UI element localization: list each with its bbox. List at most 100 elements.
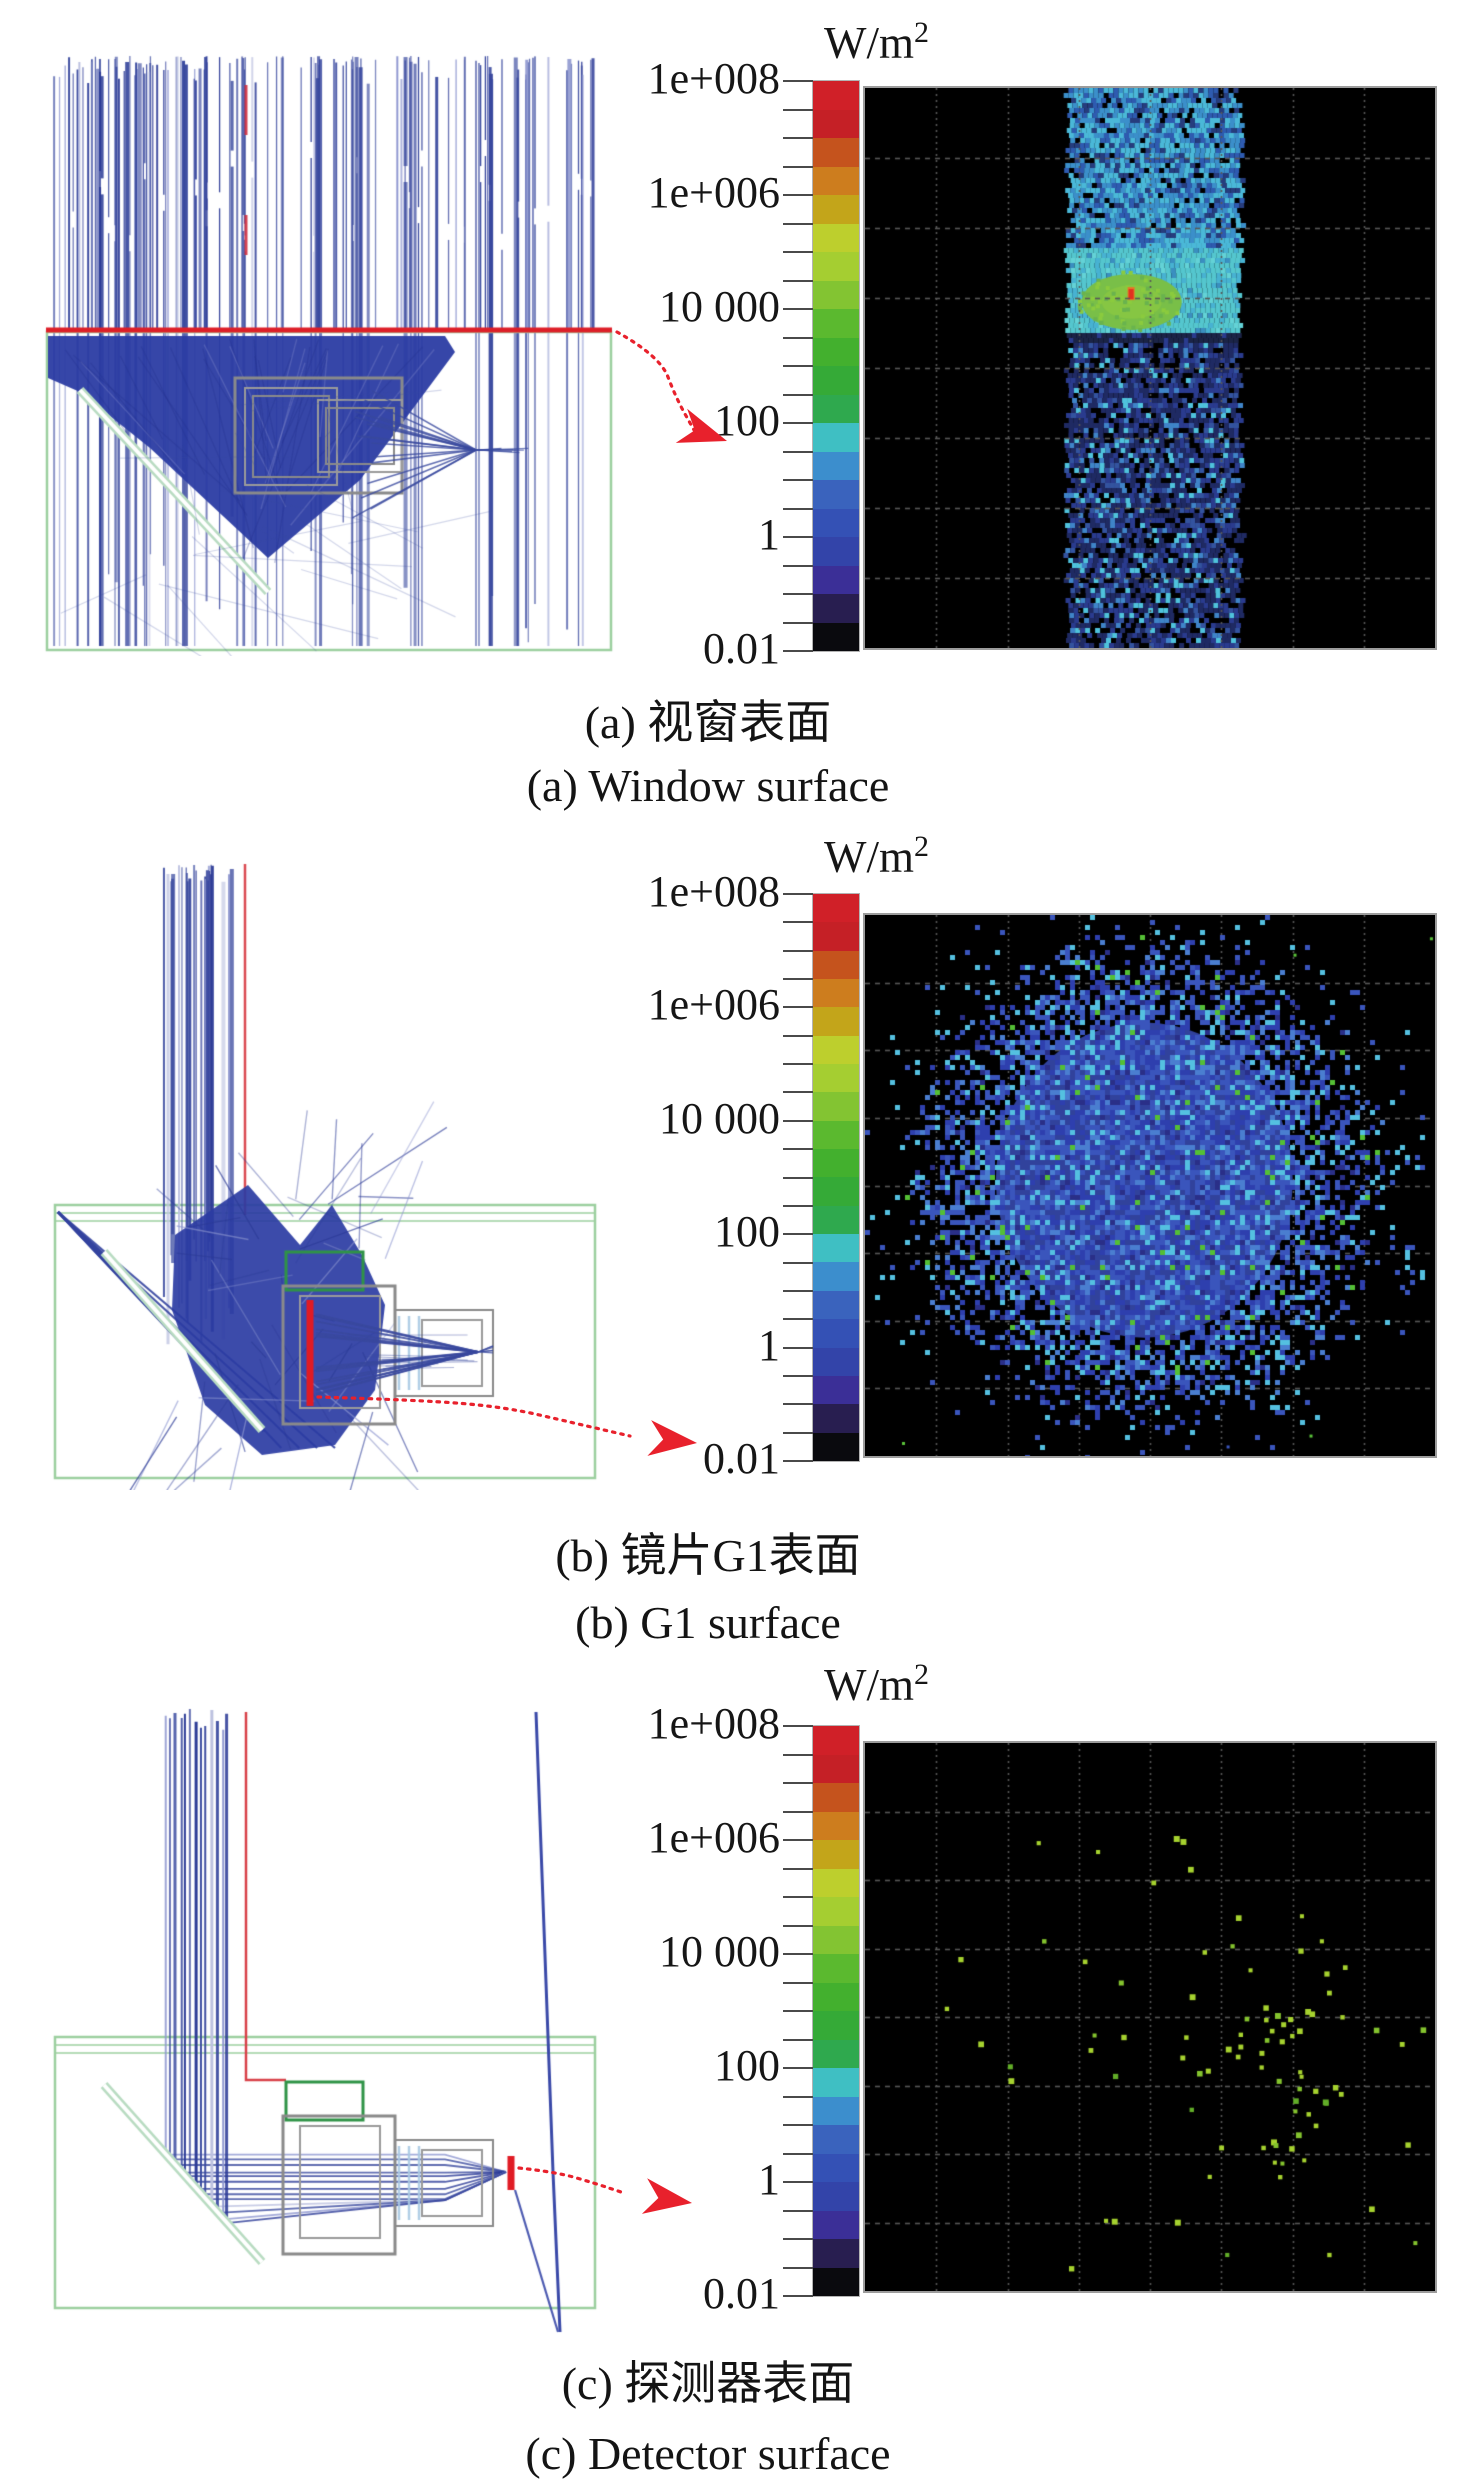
ray-trace-diagram-c: [40, 1702, 614, 2342]
colorbar-tick-label: 1: [758, 2155, 780, 2205]
colorbar-tick: [783, 2067, 813, 2069]
colorbar-tick: [783, 1810, 813, 1813]
colorbar-segment: [813, 1007, 859, 1036]
colorbar-segment: [813, 1120, 859, 1150]
colorbar-segment: [813, 537, 859, 566]
colorbar-tick: [783, 1981, 813, 1984]
colorbar-tick: [783, 165, 813, 168]
colorbar-segment: [813, 508, 859, 537]
colorbar-segment: [813, 1754, 859, 1783]
colorbar-tick: [783, 479, 813, 481]
colorbar-tick-label: 1e+008: [647, 867, 780, 917]
colorbar-tick-label: 1e+006: [647, 980, 780, 1030]
colorbar-tick: [783, 1261, 813, 1264]
colorbar-tick-label: 0.01: [703, 2269, 780, 2319]
colorbar-tick-label: 10 000: [659, 1927, 780, 1977]
colorbar-tick-label: 100: [714, 2041, 780, 2091]
colorbar-segment: [813, 1954, 859, 1983]
colorbar-a: [783, 80, 860, 652]
colorbar-segment: [813, 594, 859, 623]
caption-en-b: (b) G1 surface: [575, 1597, 841, 1648]
colorbar-tick: [783, 949, 813, 952]
colorbar-segment: [813, 195, 859, 224]
colorbar-segment: [813, 565, 859, 594]
colorbar-segment: [813, 1375, 859, 1405]
colorbar-tick: [783, 1346, 813, 1349]
colorbar-segment: [813, 1783, 859, 1812]
colorbar-segment: [813, 1726, 859, 1755]
colorbar-tick-label: 10 000: [659, 1093, 780, 1143]
colorbar-segment: [813, 1319, 859, 1348]
colorbar-tick-label: 100: [714, 1207, 780, 1257]
colorbar-segment: [813, 280, 859, 309]
colorbar-segment: [813, 2096, 859, 2125]
colorbar-segment: [813, 2125, 859, 2154]
colorbar-tick: [783, 137, 813, 139]
colorbar-segment: [813, 1925, 859, 1954]
arrow-dotted-path: [615, 330, 696, 432]
colorbar-tick: [783, 1782, 813, 1784]
colorbar-segment: [813, 451, 859, 480]
irradiance-map-detector: [863, 1741, 1437, 2293]
arrow-dotted-path: [316, 1395, 632, 1438]
colorbar-tick: [783, 1725, 813, 1727]
colorbar-tick-label: 0.01: [703, 624, 780, 674]
colorbar-tick: [783, 2152, 813, 2155]
colorbar-tick: [783, 978, 813, 981]
colorbar-tick: [783, 1119, 813, 1122]
colorbar-segment: [813, 252, 859, 281]
colorbar-tick: [783, 2038, 813, 2041]
colorbar-tick: [783, 1289, 813, 1292]
colorbar-tick: [783, 1953, 813, 1955]
colorbar-segment: [813, 1262, 859, 1291]
colorbar-tick: [783, 564, 813, 567]
colorbar-tick-label: 1: [758, 1320, 780, 1370]
colorbar-tick: [783, 450, 813, 453]
colorbar-tick: [783, 80, 813, 82]
colorbar-segment: [813, 423, 859, 452]
colorbar-segment: [813, 1205, 859, 1235]
colorbar-segment: [813, 1840, 859, 1869]
irradiance-map-g1: [863, 913, 1437, 1458]
caption-zh-a: (a) 视窗表面: [584, 697, 832, 748]
colorbar-c: [783, 1725, 860, 2297]
colorbar-tick: [783, 108, 813, 111]
colorbar-tick: [783, 1374, 813, 1377]
ray-trace-diagram-b: [40, 858, 614, 1490]
colorbar-tick: [783, 621, 813, 624]
unit-text: W/m: [824, 1660, 914, 1710]
colorbar-segment: [813, 979, 859, 1008]
arrowhead-icon: [675, 408, 727, 443]
colorbar-tick: [783, 1431, 813, 1434]
colorbar-segment: [813, 1868, 859, 1897]
colorbar-tick-label: 10 000: [659, 282, 780, 332]
colorbar-tick: [783, 2238, 813, 2240]
colorbar-tick: [783, 1896, 813, 1898]
colorbar-tick: [783, 1233, 813, 1236]
unit-superscript: 2: [913, 830, 929, 863]
colorbar-segment: [813, 1982, 859, 2011]
colorbar-segment: [813, 1092, 859, 1121]
colorbar-segment: [813, 138, 859, 167]
colorbar-segment: [813, 1064, 859, 1093]
colorbar-tick-label: 100: [714, 396, 780, 446]
colorbar-tick: [783, 536, 813, 538]
caption-zh-c: (c) 探测器表面: [561, 2358, 855, 2409]
colorbar-tick-label: 1e+008: [647, 54, 780, 104]
caption-zh-b: (b) 镜片G1表面: [555, 1530, 861, 1581]
colorbar-segment: [813, 1811, 859, 1840]
colorbar-tick: [783, 893, 813, 895]
colorbar-segment: [813, 622, 859, 651]
colorbar-tick: [783, 1006, 813, 1009]
colorbar-tick: [783, 1318, 813, 1321]
colorbar-tick: [783, 336, 813, 339]
unit-superscript: 2: [913, 16, 929, 49]
colorbar-segment: [813, 223, 859, 252]
colorbar-tick: [783, 1403, 813, 1406]
colorbar-segment: [813, 2239, 859, 2268]
colorbar-segment: [813, 894, 859, 923]
colorbar-tick: [783, 1460, 813, 1462]
colorbar-tick: [783, 222, 813, 225]
colorbar-segment: [813, 2011, 859, 2040]
